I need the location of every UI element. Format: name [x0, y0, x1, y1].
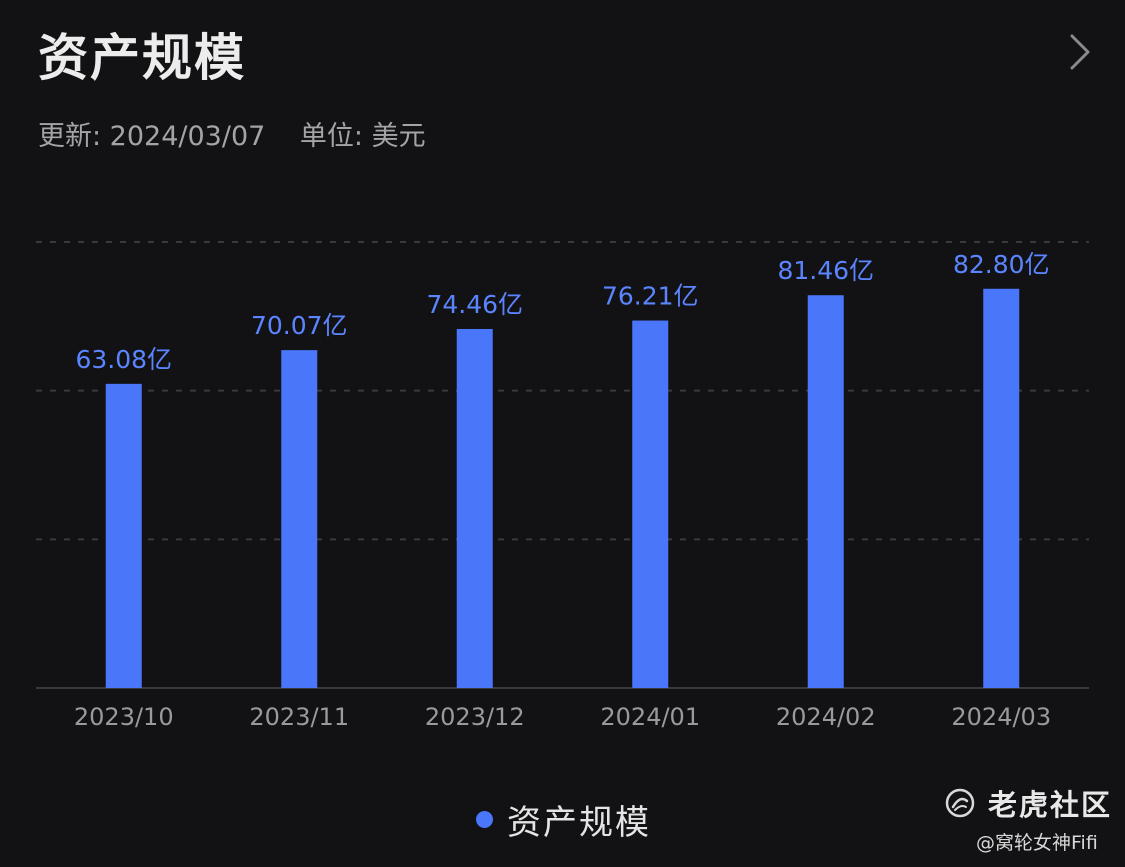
legend[interactable]: 资产规模	[476, 795, 651, 844]
bar-value-label: 76.21亿	[602, 282, 699, 311]
bar-value-label: 82.80亿	[953, 250, 1050, 279]
x-tick-labels: 2023/10 2023/11 2023/12 2024/01 2024/02 2024/…	[74, 703, 1051, 731]
watermark: 老虎社区	[944, 782, 1112, 824]
bar-value-label: 70.07亿	[251, 311, 348, 340]
bar-2024-01[interactable]	[632, 320, 669, 688]
grid-lines	[36, 241, 1089, 541]
bar-value-label: 74.46亿	[426, 290, 523, 319]
update-date: 更新: 2024/03/07	[38, 121, 266, 152]
legend-label: 资产规模	[507, 803, 651, 843]
x-tick-label: 2023/10	[74, 703, 174, 731]
unit-label: 单位: 美元	[299, 121, 426, 152]
bar-value-label: 63.08亿	[75, 345, 172, 374]
page-title: 资产规模	[38, 29, 246, 87]
x-tick-label: 2024/01	[600, 703, 700, 731]
bar-2023-12[interactable]	[456, 328, 493, 688]
bar-value-labels: 63.08亿 70.07亿 74.46亿 76.21亿 81.46亿 82.80亿	[75, 250, 1049, 374]
bar-chart: 63.08亿 70.07亿 74.46亿 76.21亿 81.46亿 82.80亿 202…	[36, 241, 1089, 731]
x-tick-label: 2024/02	[776, 703, 876, 731]
bar-2023-10[interactable]	[105, 383, 142, 688]
chevron-right-icon[interactable]	[1062, 30, 1096, 74]
meta-info: 更新: 2024/03/07 单位: 美元	[38, 114, 426, 153]
bar-2023-11[interactable]	[281, 350, 318, 688]
tiger-logo-icon	[945, 788, 975, 818]
bar-2024-02[interactable]	[807, 295, 844, 688]
bars	[105, 288, 1020, 688]
watermark-brand: 老虎社区	[988, 788, 1113, 822]
watermark-handle: @窝轮女神Fifi	[976, 832, 1098, 854]
bar-value-label: 81.46亿	[777, 256, 874, 285]
x-tick-label: 2023/11	[249, 703, 349, 731]
x-tick-label: 2023/12	[425, 703, 525, 731]
bar-2024-03[interactable]	[983, 288, 1020, 688]
legend-marker	[476, 811, 493, 828]
x-tick-label: 2024/03	[951, 703, 1051, 731]
